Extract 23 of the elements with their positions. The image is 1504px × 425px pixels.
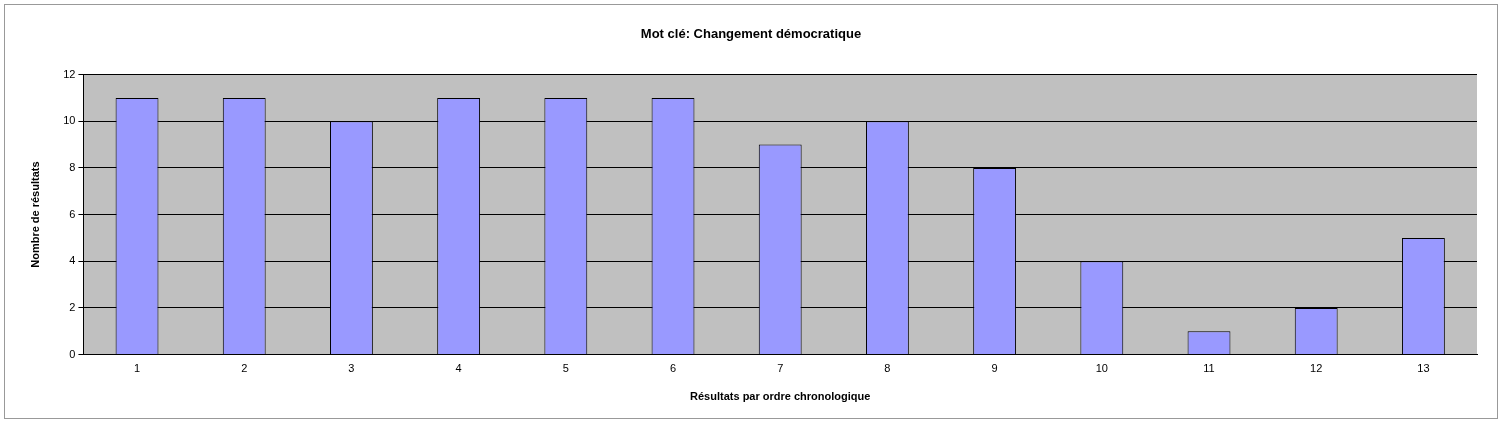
x-tick-label: 6: [669, 362, 677, 375]
x-tick-label: 1: [133, 362, 141, 375]
x-tick-label: 7: [777, 362, 784, 375]
y-tick-label: 0: [69, 347, 76, 360]
x-tick-label: 3: [348, 362, 355, 375]
chart-title: Mot clé: Changement démocratique: [640, 26, 862, 42]
x-tick-label: 8: [884, 362, 891, 375]
x-tick-label: 11: [1203, 362, 1215, 375]
y-tick-label: 6: [69, 207, 76, 220]
x-tick-label: 13: [1417, 362, 1430, 375]
y-tick-label: 12: [63, 67, 76, 80]
y-axis-title: Nombre de résultats: [28, 161, 41, 268]
y-tick-label: 8: [69, 160, 76, 173]
x-tick-label: 10: [1095, 362, 1108, 375]
x-tick-label: 2: [241, 362, 248, 375]
y-tick-label: 4: [69, 254, 76, 267]
x-tick-label: 5: [562, 362, 569, 375]
x-tick-label: 4: [455, 362, 462, 375]
x-tick-label: 12: [1310, 362, 1323, 375]
y-tick-label: 2: [69, 300, 76, 313]
x-tick-label: 9: [991, 362, 998, 375]
x-axis-title: Résultats par ordre chronologique: [690, 390, 871, 403]
y-tick-label: 10: [63, 114, 76, 127]
